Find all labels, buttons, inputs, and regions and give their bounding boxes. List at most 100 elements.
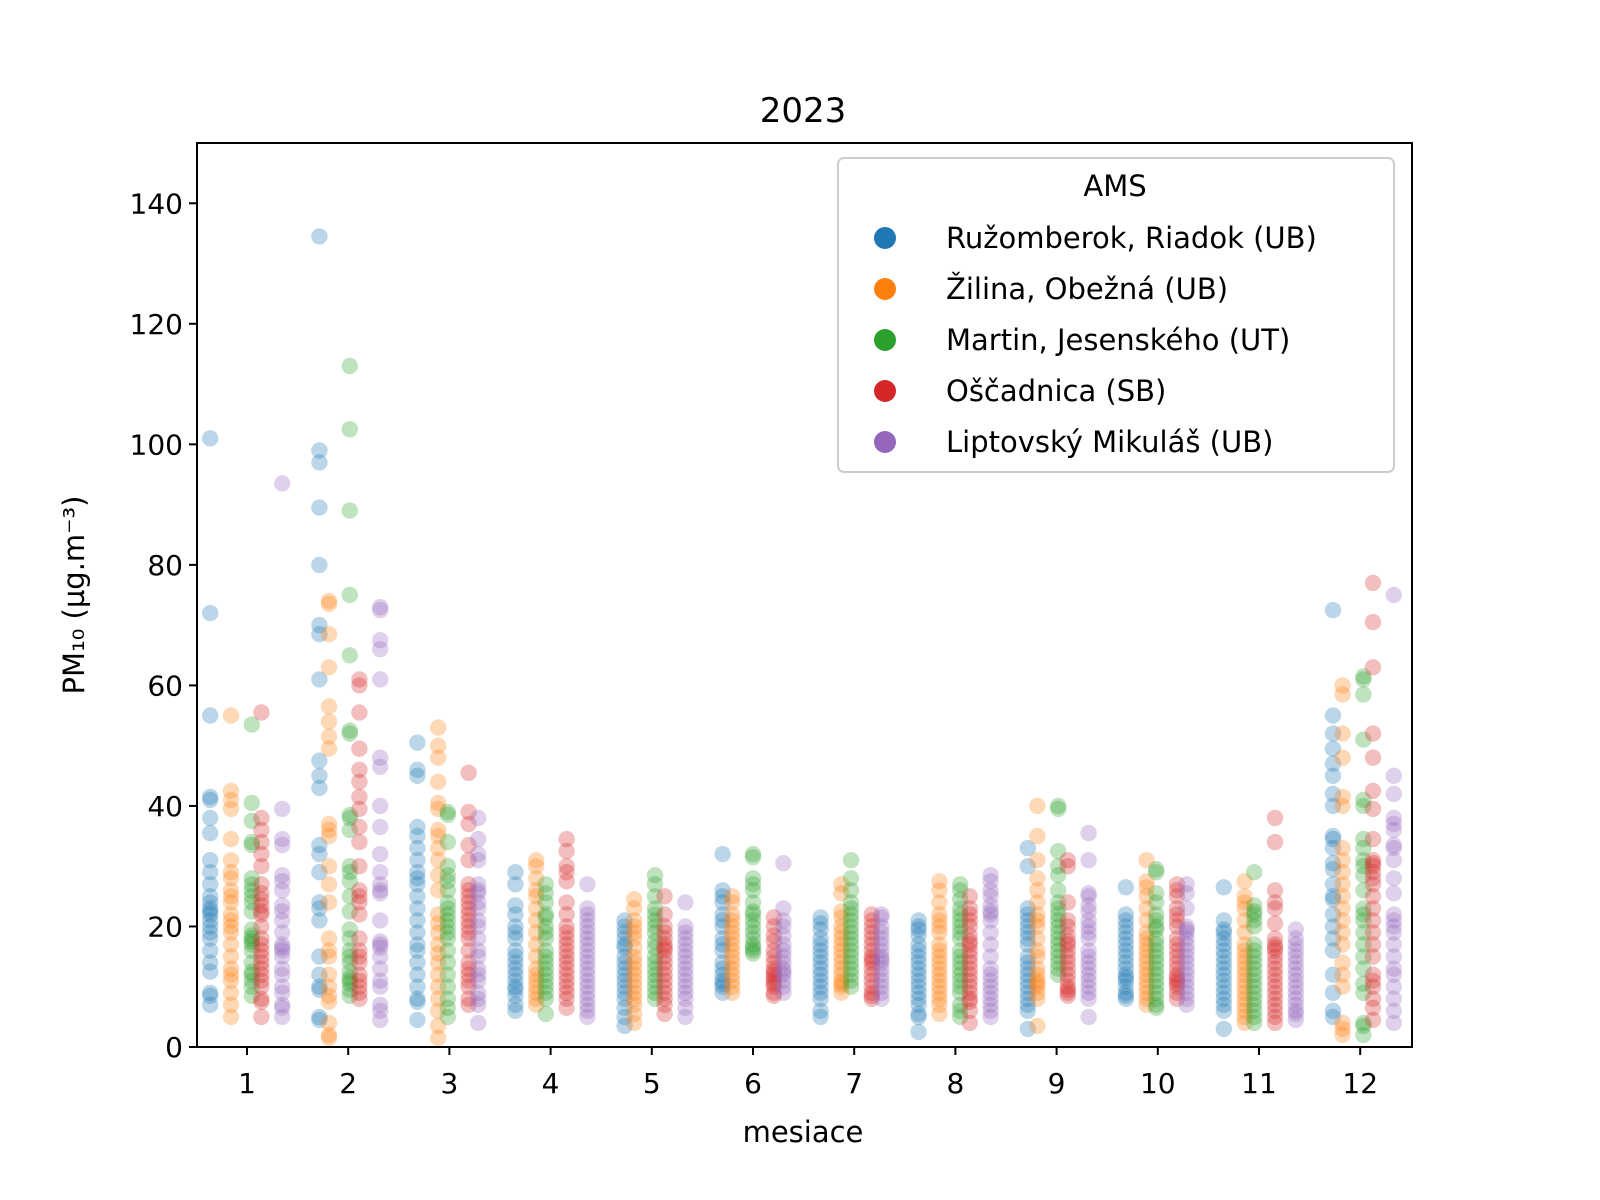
data-point [507, 942, 524, 959]
data-point [243, 833, 260, 851]
data-point [1364, 800, 1382, 818]
data-point [1246, 903, 1263, 920]
data-point [558, 942, 575, 959]
data-point [274, 912, 291, 929]
data-point [507, 948, 524, 965]
data-point [1246, 966, 1263, 983]
data-point [439, 912, 456, 929]
data-point [1355, 686, 1372, 703]
data-point [1059, 942, 1077, 959]
data-point [351, 788, 368, 806]
data-point [1178, 942, 1195, 959]
data-point [931, 1005, 948, 1023]
data-point [202, 888, 219, 905]
data-point [1178, 900, 1195, 917]
data-point [833, 930, 850, 947]
data-point [775, 972, 792, 989]
data-point [274, 984, 291, 1001]
data-point [1138, 852, 1155, 869]
data-point [222, 888, 240, 905]
data-point [1178, 924, 1195, 941]
data-point [1117, 972, 1135, 989]
data-point [439, 873, 456, 890]
data-point [1355, 671, 1372, 688]
data-point [1385, 885, 1403, 902]
data-point [528, 870, 545, 887]
data-point [863, 936, 880, 953]
data-point [961, 927, 978, 944]
data-point [873, 924, 890, 941]
data-point [409, 993, 426, 1010]
data-point [677, 960, 694, 977]
data-point [833, 909, 850, 926]
data-point [320, 595, 338, 613]
data-point [1324, 755, 1342, 772]
data-point [274, 836, 291, 854]
data-point [320, 930, 338, 947]
data-point [372, 936, 389, 953]
data-point [626, 990, 643, 1007]
data-point [460, 815, 477, 833]
data-point [537, 906, 554, 923]
data-point [1059, 981, 1077, 998]
data-point [1059, 984, 1077, 1001]
data-point [579, 954, 596, 971]
data-point [626, 912, 643, 929]
data-point [372, 671, 389, 688]
data-point [430, 915, 447, 932]
data-point [646, 888, 664, 905]
data-point [341, 586, 358, 604]
data-point [1266, 948, 1284, 965]
data-point [202, 900, 219, 917]
data-point [744, 894, 762, 911]
data-point [372, 933, 389, 950]
data-point [1246, 996, 1263, 1013]
data-point [1215, 984, 1233, 1001]
data-point [372, 601, 389, 619]
data-point [616, 930, 633, 947]
data-point [1266, 990, 1284, 1007]
data-point [1117, 978, 1135, 995]
legend-marker [874, 329, 896, 351]
data-point [202, 809, 219, 827]
data-point [1324, 888, 1342, 905]
data-point [430, 737, 447, 754]
data-point [1168, 966, 1186, 983]
data-point [1019, 936, 1036, 953]
data-point [351, 984, 368, 1001]
data-point [646, 966, 664, 983]
data-point [646, 918, 664, 935]
data-point [1168, 954, 1186, 971]
data-point [372, 996, 389, 1013]
data-point [507, 906, 524, 923]
data-point [341, 954, 358, 971]
data-point [1355, 936, 1372, 953]
data-point [1080, 912, 1097, 929]
data-point [656, 960, 673, 977]
data-point [1148, 978, 1165, 995]
data-point [202, 984, 219, 1001]
data-point [1236, 1014, 1253, 1032]
data-point [1236, 936, 1253, 953]
data-point [765, 927, 782, 944]
data-point [558, 966, 575, 983]
data-point [646, 912, 664, 929]
data-point [724, 966, 741, 983]
data-point [1080, 984, 1097, 1001]
data-point [1266, 1008, 1284, 1026]
data-point [626, 924, 643, 941]
data-point [1385, 767, 1403, 784]
data-point [1334, 839, 1351, 857]
data-point [320, 876, 338, 893]
data-point [253, 930, 270, 947]
data-point [1019, 990, 1036, 1007]
data-point [528, 936, 545, 953]
data-point [528, 888, 545, 905]
data-point [765, 909, 782, 926]
data-point [202, 903, 219, 920]
data-point [1117, 906, 1135, 923]
data-point [714, 936, 731, 953]
data-point [222, 918, 240, 935]
data-point [616, 978, 633, 995]
data-point [430, 924, 447, 941]
